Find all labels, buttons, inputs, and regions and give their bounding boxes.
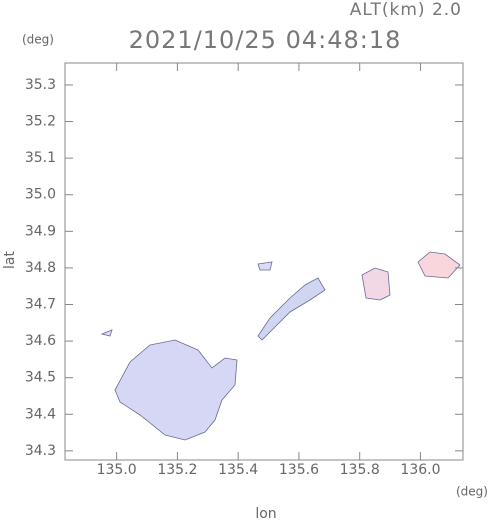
- x-tick-label: 135.6: [279, 462, 319, 478]
- y-tick-label: 34.9: [25, 223, 56, 239]
- echo-area: [417, 251, 461, 279]
- x-tick-label: 135.8: [340, 462, 380, 478]
- y-tick-label: 34.8: [25, 260, 56, 276]
- y-tick-label: 34.6: [25, 333, 56, 349]
- altitude: ALT(km) 2.0: [350, 0, 462, 20]
- echo-area: [257, 261, 273, 271]
- y-tick-label: 34.7: [25, 296, 56, 312]
- echo-area: [100, 329, 113, 337]
- x-tick-label: 135.4: [218, 462, 258, 478]
- x-label: lon: [255, 506, 276, 521]
- y-tick-label: 34.5: [25, 370, 56, 386]
- echo-areas: [100, 251, 461, 441]
- y-tick-label: 35.3: [25, 77, 56, 93]
- x-tick-label: 135.0: [97, 462, 137, 478]
- y-label: lat: [2, 251, 18, 269]
- chart-title: 2021/10/25 04:48:18: [129, 26, 402, 54]
- x-tick-label: 135.2: [157, 462, 197, 478]
- echo-area: [361, 267, 391, 301]
- y-tick-label: 34.3: [25, 443, 56, 459]
- y-tick-label: 35.1: [25, 150, 56, 166]
- y-tick-label: 35.2: [25, 114, 56, 130]
- y-tick-label: 34.4: [25, 406, 56, 422]
- echo-area: [114, 339, 238, 441]
- y-tick-label: 35.0: [25, 187, 56, 203]
- plot-frame: [64, 62, 464, 461]
- echo-area: [257, 277, 326, 341]
- y-unit: (deg): [22, 33, 54, 47]
- x-tick-label: 136.0: [400, 462, 440, 478]
- x-unit: (deg): [456, 485, 488, 499]
